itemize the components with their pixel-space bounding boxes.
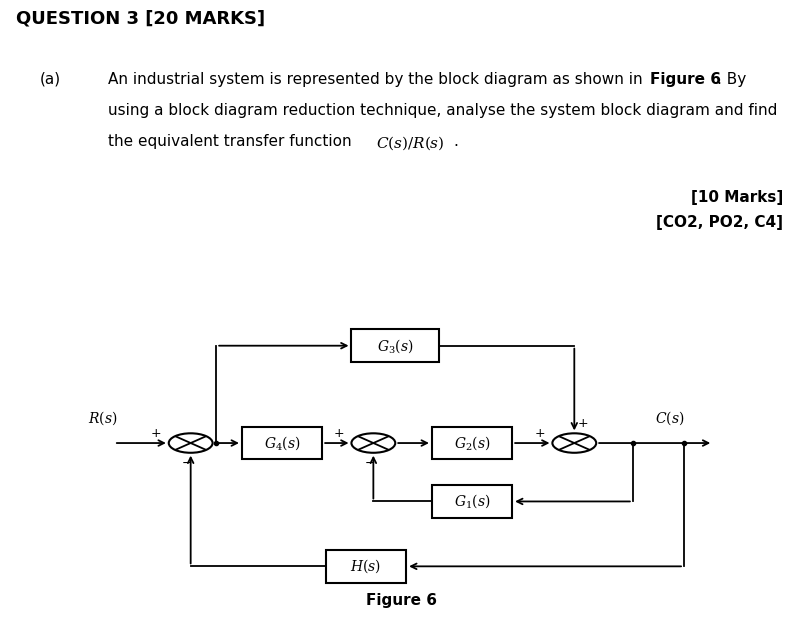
Text: +: +: [151, 427, 161, 440]
Text: Figure 6: Figure 6: [650, 72, 720, 87]
Text: (a): (a): [40, 72, 61, 87]
Text: +: +: [534, 427, 545, 440]
Bar: [241, 427, 322, 459]
Text: $G_3(s)$: $G_3(s)$: [377, 337, 413, 354]
Text: [CO2, PO2, C4]: [CO2, PO2, C4]: [655, 215, 782, 230]
Text: $C(s)/R(s)$: $C(s)/R(s)$: [375, 134, 444, 152]
Text: Figure 6: Figure 6: [366, 593, 436, 608]
Text: using a block diagram reduction technique, analyse the system block diagram and : using a block diagram reduction techniqu…: [108, 103, 777, 118]
Text: $C(s)$: $C(s)$: [654, 409, 683, 427]
Text: QUESTION 3 [20 MARKS]: QUESTION 3 [20 MARKS]: [16, 9, 265, 27]
Circle shape: [351, 433, 395, 453]
Text: An industrial system is represented by the block diagram as shown in: An industrial system is represented by t…: [108, 72, 647, 87]
Bar: [351, 329, 439, 362]
Text: $-$: $-$: [181, 456, 192, 469]
Text: .: .: [452, 134, 457, 149]
Circle shape: [552, 433, 595, 453]
Text: the equivalent transfer function: the equivalent transfer function: [108, 134, 356, 149]
Bar: [431, 485, 512, 518]
Text: $G_4(s)$: $G_4(s)$: [264, 434, 300, 452]
Text: +: +: [333, 427, 344, 440]
Text: $R(s)$: $R(s)$: [88, 409, 118, 427]
Text: +: +: [577, 417, 588, 430]
Bar: [326, 550, 406, 583]
Text: [10 Marks]: [10 Marks]: [690, 190, 782, 205]
Text: $G_2(s)$: $G_2(s)$: [453, 434, 489, 452]
Text: . By: . By: [716, 72, 745, 87]
Text: $-$: $-$: [363, 456, 375, 469]
Text: $H(s)$: $H(s)$: [350, 557, 381, 575]
Text: $G_1(s)$: $G_1(s)$: [453, 492, 489, 510]
Bar: [431, 427, 512, 459]
Circle shape: [168, 433, 213, 453]
